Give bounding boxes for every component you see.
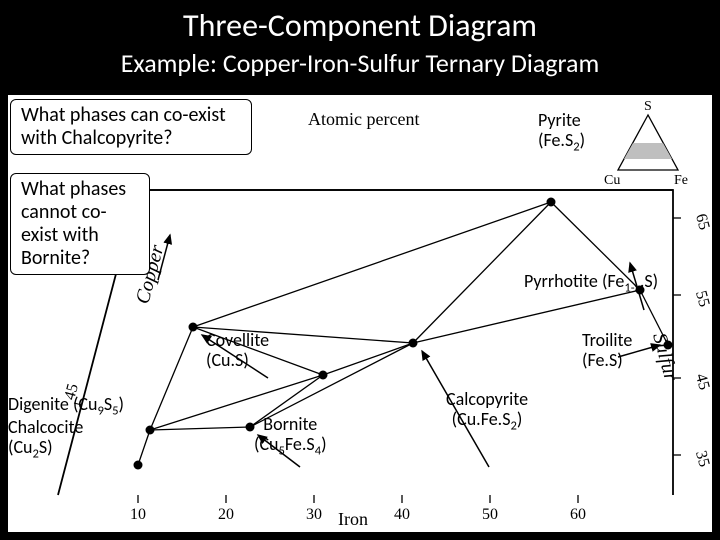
label-pyrrhotite: Pyrrhotite (Fe1-x.S) [524,272,658,295]
svg-text:20: 20 [218,506,234,523]
question-box-1: What phases can co-exist with Chalcopyri… [10,99,252,155]
page-subtitle: Example: Copper-Iron-Sulfur Ternary Diag… [0,45,720,79]
page-title: Three-Component Diagram [0,0,720,45]
label-troilite: Troilite(Fe.S) [582,331,632,371]
question-box-2: What phases cannot co-exist with Bornite… [10,173,150,275]
label-pyrite: Pyrite(Fe.S2) [538,111,585,154]
svg-text:45: 45 [692,372,712,392]
svg-text:30: 30 [306,506,322,523]
diagram-area: What phases can co-exist with Chalcopyri… [8,95,712,532]
axis-title-top: Atomic percent [308,109,419,130]
svg-text:50: 50 [482,506,498,523]
label-covellite: Covellite(Cu.S) [206,331,269,371]
svg-text:10: 10 [130,506,146,523]
label-digenite: Digenite (Cu9S5) Chalcocite (Cu2S) [8,395,124,462]
svg-text:65: 65 [692,212,712,232]
svg-text:60: 60 [570,506,586,523]
label-calcopyrite: Calcopyrite(Cu.Fe.S2) [446,390,528,433]
ternary-chart: 102030405060455535455565CopperSulfur [8,95,712,532]
svg-text:35: 35 [692,449,712,469]
axis-title-bottom: Iron [338,509,368,530]
svg-text:40: 40 [394,506,410,523]
svg-text:55: 55 [692,289,712,309]
label-bornite: Bornite(Cu5Fe.S4) [254,415,327,458]
